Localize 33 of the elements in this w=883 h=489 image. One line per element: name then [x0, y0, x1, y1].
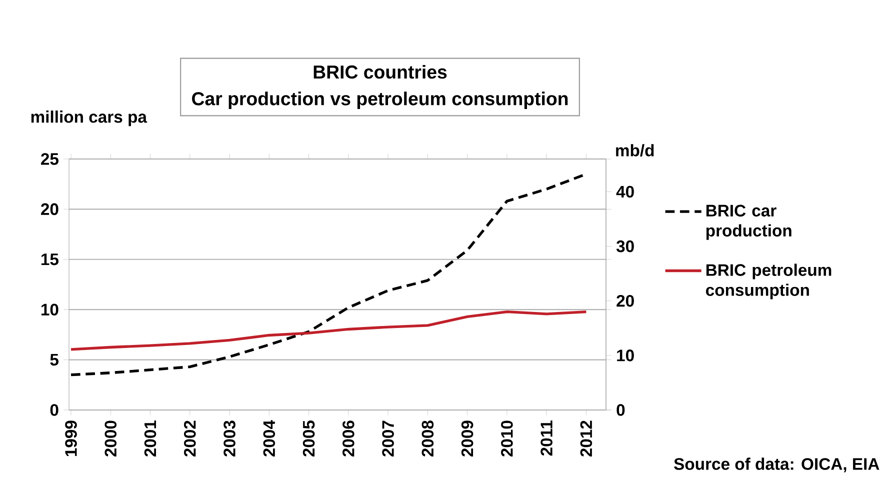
y2-tick-label: 10 — [617, 350, 634, 362]
y2-tick-label: 0 — [616, 404, 625, 416]
legend-label: BRIC car production — [706, 204, 792, 240]
y2-tick-label: 40 — [616, 186, 634, 198]
y2-axis-title: mb/d — [616, 144, 654, 157]
y2-tick-label: 20 — [616, 294, 634, 307]
x-tick-label: 2009 — [461, 420, 474, 457]
y-tick-label: 25 — [41, 153, 58, 165]
x-tick-label: 1999 — [65, 420, 77, 456]
y-axis-title: million cars pa — [31, 110, 148, 126]
x-tick-label: 2000 — [104, 420, 117, 457]
y-tick-label: 20 — [41, 203, 58, 216]
x-tick-label: 2001 — [144, 420, 156, 457]
source-note: Source of data: OICA, EIA — [674, 458, 880, 472]
y-tick-label: 5 — [50, 354, 58, 366]
x-tick-label: 2002 — [184, 420, 196, 457]
legend-label: BRIC petroleum consumption — [706, 264, 832, 300]
x-tick-label: 2011 — [540, 420, 552, 456]
x-tick-label: 2010 — [501, 420, 513, 457]
x-tick-label: 2006 — [342, 420, 354, 457]
line-series — [70, 310, 588, 351]
chart-title: BRIC countries — [314, 64, 447, 79]
x-tick-label: 2007 — [382, 420, 394, 457]
y-tick-label: 0 — [50, 404, 58, 416]
x-tick-label: 2004 — [263, 420, 276, 457]
y-tick-label: 10 — [41, 304, 58, 316]
chart-subtitle: Car production vs petroleum consumption — [192, 92, 568, 110]
y2-tick-label: 30 — [616, 240, 634, 252]
x-tick-label: 2008 — [422, 420, 434, 457]
x-tick-label: 2003 — [224, 420, 236, 457]
y-tick-label: 15 — [41, 254, 58, 266]
x-tick-label: 2005 — [302, 420, 315, 457]
x-tick-label: 2012 — [580, 420, 592, 457]
